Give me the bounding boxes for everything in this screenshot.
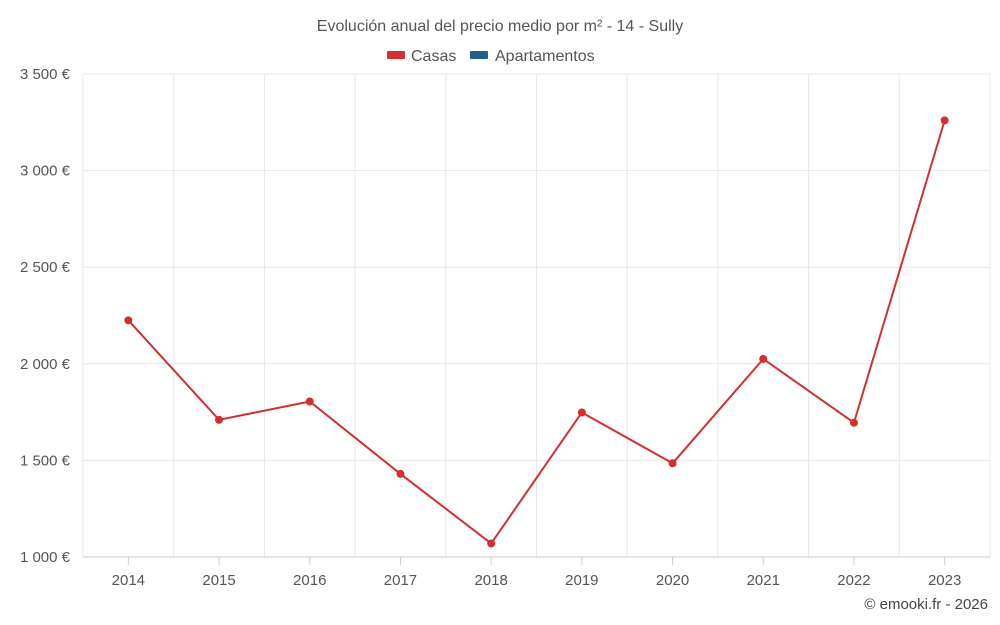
legend-swatch-casas <box>387 51 405 59</box>
legend-item-apartamentos[interactable]: Apartamentos <box>470 48 595 65</box>
legend-item-casas[interactable]: Casas <box>387 48 456 65</box>
data-point-2015[interactable] <box>215 415 224 424</box>
x-tick-label: 2015 <box>202 572 235 589</box>
data-point-2022[interactable] <box>849 418 858 427</box>
data-point-2014[interactable] <box>124 316 133 325</box>
data-point-2018[interactable] <box>487 539 496 548</box>
legend-label-casas: Casas <box>411 48 456 65</box>
data-point-2019[interactable] <box>577 408 586 417</box>
credit-text: © emooki.fr - 2026 <box>864 596 988 613</box>
legend-label-apartamentos: Apartamentos <box>495 48 595 65</box>
x-tick-label: 2020 <box>656 572 689 589</box>
data-point-2017[interactable] <box>396 469 405 478</box>
data-point-2016[interactable] <box>305 397 314 406</box>
x-tick-label: 2023 <box>928 572 961 589</box>
chart-title: Evolución anual del precio medio por m² … <box>317 18 683 35</box>
series-line-casas <box>127 120 946 545</box>
x-tick-label: 2019 <box>565 572 598 589</box>
x-tick-label: 2022 <box>837 572 870 589</box>
y-tick-label: 1 000 € <box>20 549 71 566</box>
legend: Casas Apartamentos <box>387 48 595 65</box>
y-tick-label: 2 000 € <box>20 356 71 373</box>
data-point-2020[interactable] <box>668 459 677 468</box>
x-axis: 2014 2015 2016 2017 2018 2019 2020 2021 2022 2023 <box>83 556 990 589</box>
x-tick-label: 2018 <box>474 572 507 589</box>
legend-swatch-apartamentos <box>470 51 488 59</box>
grid <box>82 73 991 557</box>
x-tick-label: 2014 <box>112 572 145 589</box>
y-tick-label: 3 000 € <box>20 163 71 180</box>
data-point-2021[interactable] <box>759 354 768 363</box>
y-tick-label: 3 500 € <box>20 66 71 83</box>
y-axis: 1 000 € 1 500 € 2 000 € 2 500 € 3 000 € 3 500… <box>20 66 71 566</box>
data-point-2023[interactable] <box>940 116 949 125</box>
x-tick-label: 2016 <box>293 572 326 589</box>
y-tick-label: 2 500 € <box>20 259 71 276</box>
series-casas <box>124 116 949 548</box>
x-tick-label: 2017 <box>384 572 417 589</box>
x-tick-label: 2021 <box>747 572 780 589</box>
y-tick-label: 1 500 € <box>20 452 71 469</box>
